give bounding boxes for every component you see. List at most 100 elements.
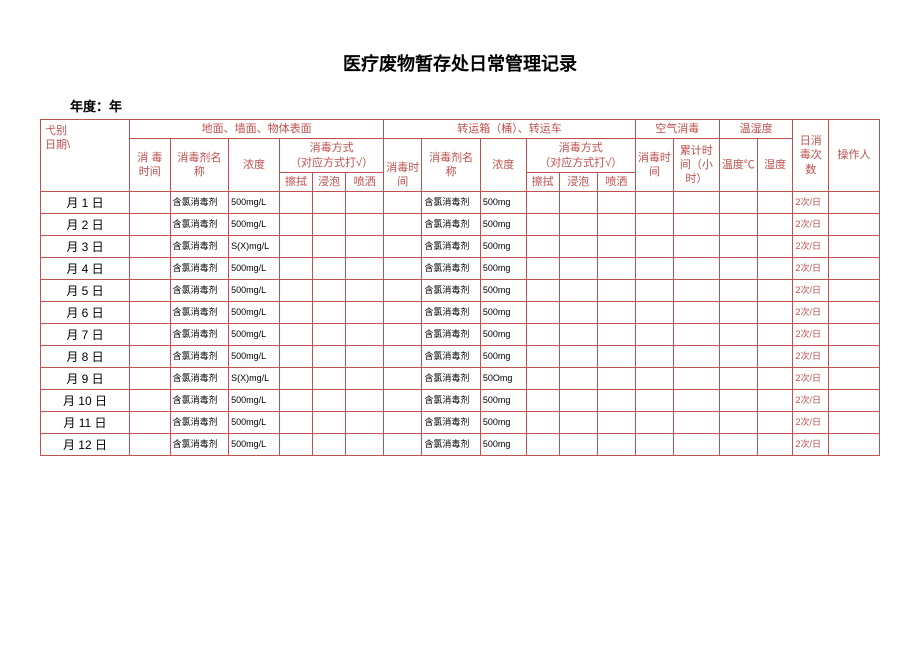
cell	[384, 280, 422, 302]
cell	[279, 412, 312, 434]
cell: 含氯消毒剂	[422, 434, 480, 456]
cell	[757, 236, 793, 258]
hdr-agent1: 消毒剂名称	[170, 139, 228, 192]
hdr-air: 空气消毒	[635, 120, 719, 139]
hdr-humidity: 湿度	[757, 139, 793, 192]
cell: 2次/日	[793, 258, 829, 280]
cell: 含氯消毒剂	[170, 346, 228, 368]
cell	[597, 236, 635, 258]
page-title: 医疗废物暂存处日常管理记录	[40, 50, 880, 76]
cell: 2次/日	[793, 390, 829, 412]
cell	[719, 346, 757, 368]
cell	[719, 324, 757, 346]
cell	[279, 258, 312, 280]
cell	[635, 192, 673, 214]
cell	[279, 214, 312, 236]
cell: 500mg/L	[229, 412, 280, 434]
cell	[312, 214, 345, 236]
cell: 500mg	[480, 434, 526, 456]
cell	[559, 390, 597, 412]
cell	[279, 390, 312, 412]
cell: S(X)mg/L	[229, 368, 280, 390]
cell	[559, 214, 597, 236]
cell	[526, 390, 559, 412]
cell	[719, 302, 757, 324]
cell	[312, 236, 345, 258]
cell	[674, 302, 720, 324]
cell: 含氯消毒剂	[170, 192, 228, 214]
cell	[279, 236, 312, 258]
cell	[719, 412, 757, 434]
cell	[384, 390, 422, 412]
cell: 含氯消毒剂	[422, 258, 480, 280]
cell	[346, 390, 384, 412]
cell	[674, 236, 720, 258]
cell	[526, 412, 559, 434]
cell	[757, 368, 793, 390]
cell: 500mg	[480, 412, 526, 434]
cell	[279, 368, 312, 390]
cell	[597, 192, 635, 214]
cell	[719, 192, 757, 214]
cell: 2次/日	[793, 346, 829, 368]
cell	[129, 368, 170, 390]
hdr-method1: 消毒方式 （对应方式打√）	[279, 139, 383, 173]
cell: 月 7 日	[41, 324, 130, 346]
table-row: 月 9 日含氯消毒剂S(X)mg/L含氯消毒剂50Omg2次/日	[41, 368, 880, 390]
hdr-wipe1: 擦拭	[279, 172, 312, 191]
cell	[559, 324, 597, 346]
cell	[559, 412, 597, 434]
cell: 500mg	[480, 346, 526, 368]
cell	[757, 390, 793, 412]
cell	[346, 258, 384, 280]
cell: 含氯消毒剂	[170, 214, 228, 236]
cell	[597, 434, 635, 456]
cell: 含氯消毒剂	[170, 236, 228, 258]
record-table: 弋别 日期\ 地面、墙面、物体表面 转运箱（桶）、转运车 空气消毒 温湿度 日消…	[40, 119, 880, 456]
cell	[129, 192, 170, 214]
cell	[757, 434, 793, 456]
cell	[384, 346, 422, 368]
table-row: 月 7 日含氯消毒剂500mg/L含氯消毒剂500mg2次/日	[41, 324, 880, 346]
cell	[312, 412, 345, 434]
cell	[346, 434, 384, 456]
cell: 500mg	[480, 324, 526, 346]
cell: 含氯消毒剂	[422, 302, 480, 324]
table-row: 月 4 日含氯消毒剂500mg/L含氯消毒剂500mg2次/日	[41, 258, 880, 280]
cell: 含氯消毒剂	[422, 368, 480, 390]
cell	[719, 434, 757, 456]
cell: 月 4 日	[41, 258, 130, 280]
cell	[384, 412, 422, 434]
cell: 含氯消毒剂	[422, 236, 480, 258]
hdr-conc1: 浓度	[229, 139, 280, 192]
cell	[674, 390, 720, 412]
hdr-spray1: 喷洒	[346, 172, 384, 191]
hdr-conc2: 浓度	[480, 139, 526, 192]
cell	[719, 368, 757, 390]
hdr-temp: 温度℃	[719, 139, 757, 192]
cell	[597, 390, 635, 412]
cell: 2次/日	[793, 368, 829, 390]
cell	[346, 192, 384, 214]
cell	[829, 434, 880, 456]
hdr-method2: 消毒方式 （对应方式打√）	[526, 139, 635, 173]
cell	[674, 280, 720, 302]
cell	[384, 434, 422, 456]
cell	[674, 324, 720, 346]
cell	[829, 302, 880, 324]
cell	[129, 258, 170, 280]
cell: 500mg	[480, 258, 526, 280]
cell	[829, 192, 880, 214]
hdr-temp-humid: 温湿度	[719, 120, 793, 139]
cell: 500mg/L	[229, 280, 280, 302]
cell	[279, 324, 312, 346]
table-row: 月 6 日含氯消毒剂500mg/L含氯消毒剂500mg2次/日	[41, 302, 880, 324]
cell	[129, 346, 170, 368]
hdr-time3: 消毒时间	[635, 139, 673, 192]
table-row: 月 1 日含氯消毒剂500mg/L含氯消毒剂500mg2次/日	[41, 192, 880, 214]
cell	[674, 258, 720, 280]
cell	[129, 324, 170, 346]
cell: 2次/日	[793, 324, 829, 346]
cell	[829, 236, 880, 258]
cell	[757, 412, 793, 434]
